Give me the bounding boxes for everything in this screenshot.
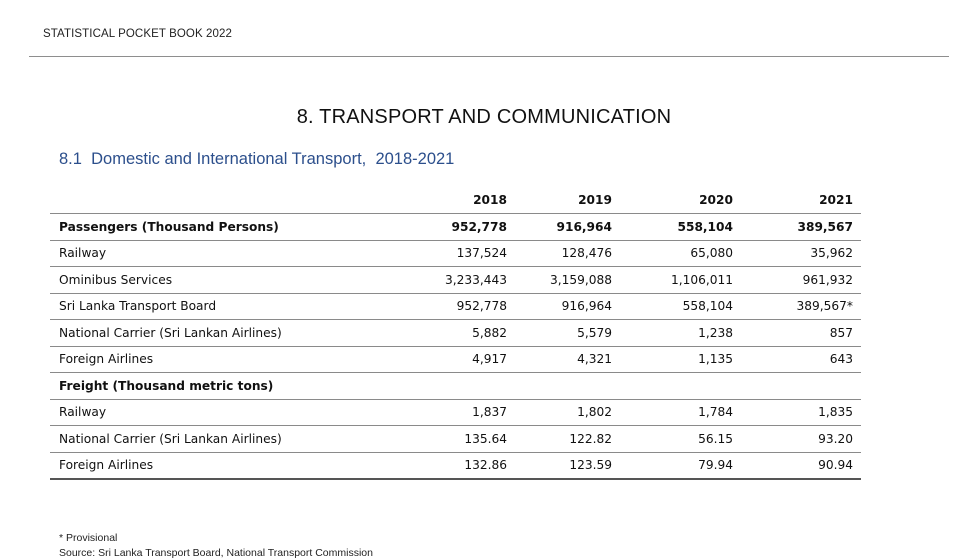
cell-value: 1,837	[407, 399, 508, 426]
cell-value: 135.64	[407, 425, 508, 453]
cell-value: 123.59	[508, 452, 613, 480]
cell-value: 1,238	[613, 319, 733, 347]
cell-value: 3,233,443	[407, 266, 508, 294]
row-label: National Carrier (Sri Lankan Airlines)	[50, 319, 407, 347]
row-label: Railway	[50, 399, 407, 426]
cell-value: 35,962	[733, 240, 861, 267]
column-header-label	[50, 187, 407, 214]
cell-value: 961,932	[733, 266, 861, 294]
cell-value: 4,321	[508, 346, 613, 373]
cell-value: 952,778	[407, 213, 508, 241]
table-row: National Carrier (Sri Lankan Airlines) 13…	[50, 425, 861, 453]
cell-value: 916,964	[508, 213, 613, 241]
cell-value: 3,159,088	[508, 266, 613, 294]
table-row: Foreign Airlines 4,917 4,321 1,135 643	[50, 346, 861, 373]
running-header: STATISTICAL POCKET BOOK 2022	[43, 28, 232, 40]
cell-value: 1,106,011	[613, 266, 733, 294]
cell-value: 90.94	[733, 452, 861, 480]
footnote-provisional: * Provisional	[59, 532, 118, 544]
cell-value	[613, 372, 733, 400]
cell-value	[733, 372, 861, 400]
row-label: National Carrier (Sri Lankan Airlines)	[50, 425, 407, 453]
cell-value: 389,567*	[733, 293, 861, 320]
table-body: Passengers (Thousand Persons) 952,778 916,…	[50, 213, 861, 480]
row-label: Railway	[50, 240, 407, 267]
column-header-2020: 2020	[613, 187, 733, 214]
row-label: Ominibus Services	[50, 266, 407, 294]
cell-value: 79.94	[613, 452, 733, 480]
table-group-row: Freight (Thousand metric tons)	[50, 372, 861, 400]
cell-value: 558,104	[613, 293, 733, 320]
cell-value: 137,524	[407, 240, 508, 267]
table-row: Foreign Airlines 132.86 123.59 79.94 90.94	[50, 452, 861, 480]
table-row: National Carrier (Sri Lankan Airlines) 5,…	[50, 319, 861, 347]
cell-value: 389,567	[733, 213, 861, 241]
cell-value: 1,835	[733, 399, 861, 426]
table-group-row: Passengers (Thousand Persons) 952,778 916,…	[50, 213, 861, 241]
cell-value: 558,104	[613, 213, 733, 241]
table-row: Ominibus Services 3,233,443 3,159,088 1,106…	[50, 266, 861, 294]
cell-value: 916,964	[508, 293, 613, 320]
cell-value: 4,917	[407, 346, 508, 373]
cell-value: 65,080	[613, 240, 733, 267]
transport-table: 2018 2019 2020 2021 Passengers (Thousand…	[50, 187, 861, 480]
cell-value: 122.82	[508, 425, 613, 453]
cell-value: 93.20	[733, 425, 861, 453]
table-row: Railway 137,524 128,476 65,080 35,962	[50, 240, 861, 267]
table-row: Railway 1,837 1,802 1,784 1,835	[50, 399, 861, 426]
cell-value	[508, 372, 613, 400]
row-label: Freight (Thousand metric tons)	[50, 372, 407, 400]
section-period: 2018-2021	[375, 150, 455, 168]
section-title-text: Domestic and International Transport,	[91, 150, 367, 168]
row-label: Foreign Airlines	[50, 346, 407, 373]
table-row: Sri Lanka Transport Board 952,778 916,964 5…	[50, 293, 861, 320]
column-header-2021: 2021	[733, 187, 861, 214]
table-header-row: 2018 2019 2020 2021	[50, 187, 861, 214]
cell-value: 952,778	[407, 293, 508, 320]
cell-value: 857	[733, 319, 861, 347]
cell-value: 1,802	[508, 399, 613, 426]
chapter-title: 8. TRANSPORT AND COMMUNICATION	[296, 106, 672, 128]
cell-value: 1,135	[613, 346, 733, 373]
column-header-2018: 2018	[407, 187, 508, 214]
cell-value: 643	[733, 346, 861, 373]
column-header-2019: 2019	[508, 187, 613, 214]
cell-value: 128,476	[508, 240, 613, 267]
row-label: Sri Lanka Transport Board	[50, 293, 407, 320]
cell-value	[407, 372, 508, 400]
header-divider	[29, 56, 949, 57]
footnote-source: Source: Sri Lanka Transport Board, Natio…	[59, 547, 373, 559]
cell-value: 56.15	[613, 425, 733, 453]
row-label: Foreign Airlines	[50, 452, 407, 480]
section-title: 8.1 Domestic and International Transport…	[59, 150, 454, 169]
row-label: Passengers (Thousand Persons)	[50, 213, 407, 241]
section-number: 8.1	[59, 150, 82, 168]
cell-value: 1,784	[613, 399, 733, 426]
cell-value: 5,579	[508, 319, 613, 347]
cell-value: 132.86	[407, 452, 508, 480]
cell-value: 5,882	[407, 319, 508, 347]
